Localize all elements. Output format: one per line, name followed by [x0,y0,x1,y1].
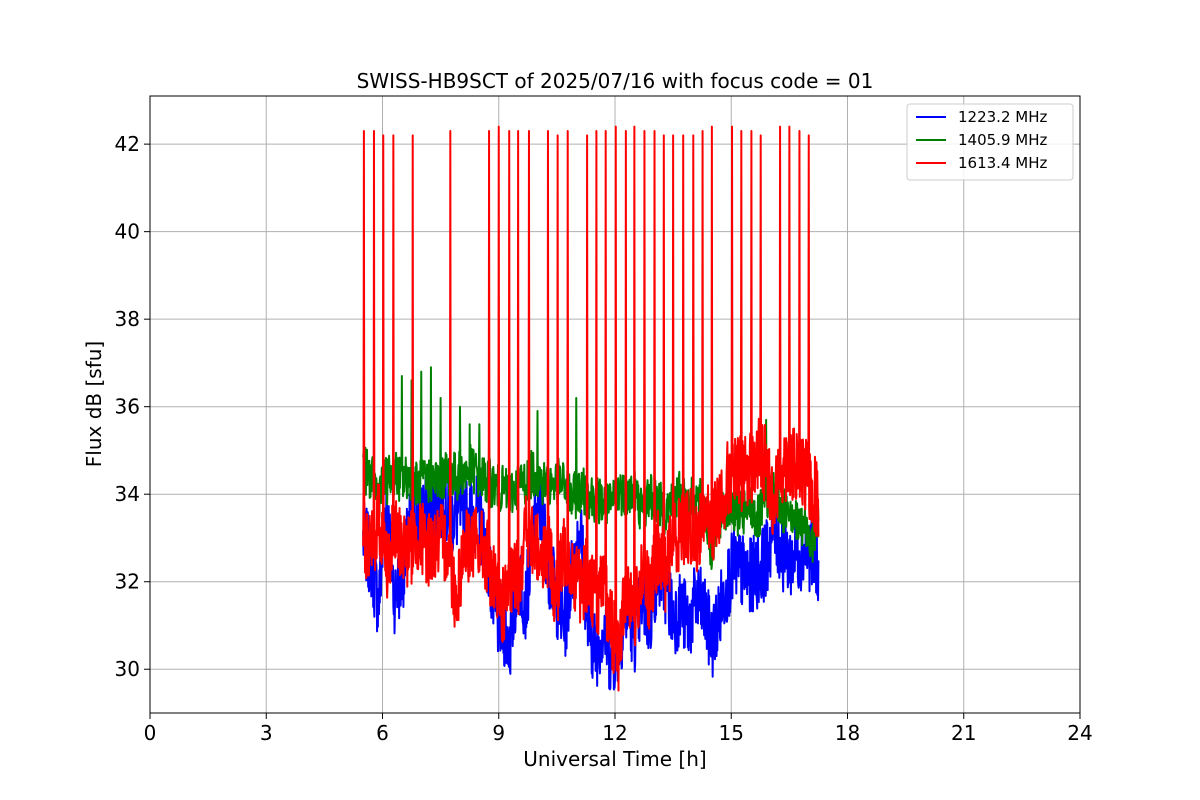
y-tick-label: 30 [115,657,140,681]
x-tick-label: 6 [376,721,389,745]
y-axis-label: Flux dB [sfu] [82,341,106,467]
series-line-1613-4 [362,125,820,692]
chart-title: SWISS-HB9SCT of 2025/07/16 with focus co… [357,69,874,93]
x-tick-label: 0 [144,721,157,745]
legend: 1223.2 MHz 1405.9 MHz 1613.4 MHz [906,103,1074,181]
x-tick-label: 12 [602,721,627,745]
x-tick-label: 15 [719,721,744,745]
legend-box [906,103,1074,181]
x-tick-label: 3 [260,721,273,745]
x-tick-label: 18 [835,721,860,745]
legend-label-1405: 1405.9 MHz [958,131,1047,149]
x-tick-label: 21 [951,721,976,745]
y-tick-label: 40 [115,220,140,244]
y-tick-label: 34 [115,482,140,506]
y-tick-label: 36 [115,395,140,419]
series-layer [362,125,820,692]
x-tick-label: 24 [1067,721,1092,745]
y-tick-label: 32 [115,570,140,594]
y-tick-label: 42 [115,132,140,156]
x-axis-label: Universal Time [h] [523,747,706,771]
series-line-1405-9 [362,366,820,571]
y-tick-label: 38 [115,307,140,331]
legend-label-1613: 1613.4 MHz [958,154,1047,172]
x-tick-label: 9 [492,721,505,745]
legend-label-1223: 1223.2 MHz [958,108,1047,126]
